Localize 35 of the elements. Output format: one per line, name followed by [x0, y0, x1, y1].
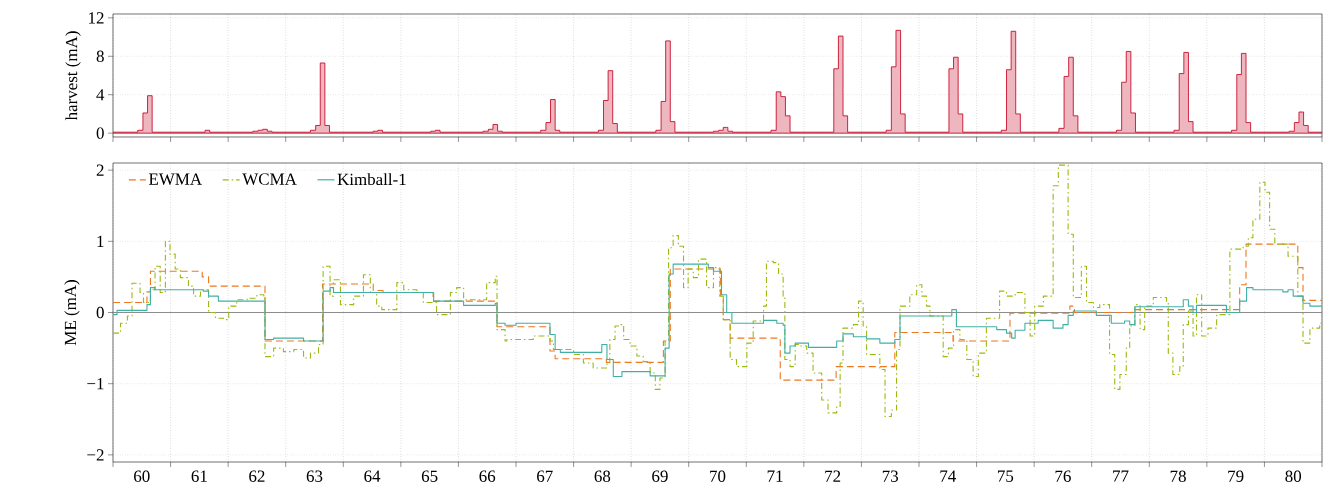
- x-tick-label: 65: [421, 470, 438, 482]
- x-tick-label: 69: [652, 470, 668, 482]
- y-axis-title: harvest (mA): [65, 31, 81, 121]
- x-tick-label: 70: [710, 470, 726, 482]
- y-tick-label: 12: [89, 12, 104, 24]
- x-tick-label: 64: [364, 470, 381, 482]
- y-tick-label: 1: [97, 235, 104, 247]
- legend-label: WCMA: [242, 173, 297, 185]
- legend-label: Kimball-1: [337, 173, 406, 186]
- y-tick-label: 4: [96, 89, 105, 101]
- x-tick-label: 66: [479, 470, 496, 482]
- y-tick-label: 0: [96, 127, 104, 139]
- x-tick-label: 75: [998, 470, 1014, 482]
- x-tick-label: 79: [1228, 470, 1244, 482]
- y-axis-title: ME (mA): [64, 280, 80, 346]
- x-tick-label: 73: [882, 470, 899, 482]
- x-tick-label: 61: [191, 470, 207, 482]
- x-tick-label: 67: [537, 470, 553, 482]
- x-tick-label: 78: [1170, 470, 1186, 482]
- x-tick-label: 76: [1055, 470, 1071, 482]
- y-tick-label: −2: [87, 449, 104, 461]
- y-tick-label: −1: [87, 378, 104, 390]
- y-tick-label: 0: [96, 306, 104, 319]
- y-tick-label: 2: [96, 164, 104, 176]
- x-tick-label: 68: [594, 470, 611, 482]
- x-tick-label: 80: [1285, 470, 1302, 482]
- x-tick-label: 77: [1113, 470, 1129, 482]
- y-tick-label: 8: [96, 50, 104, 62]
- x-tick-label: 74: [940, 470, 956, 482]
- x-tick-label: 72: [825, 470, 841, 482]
- x-tick-label: 63: [306, 470, 323, 482]
- x-tick-label: 60: [134, 470, 150, 482]
- x-tick-label: 62: [249, 470, 265, 482]
- x-tick-label: 71: [767, 470, 783, 482]
- legend-label: EWMA: [148, 173, 202, 185]
